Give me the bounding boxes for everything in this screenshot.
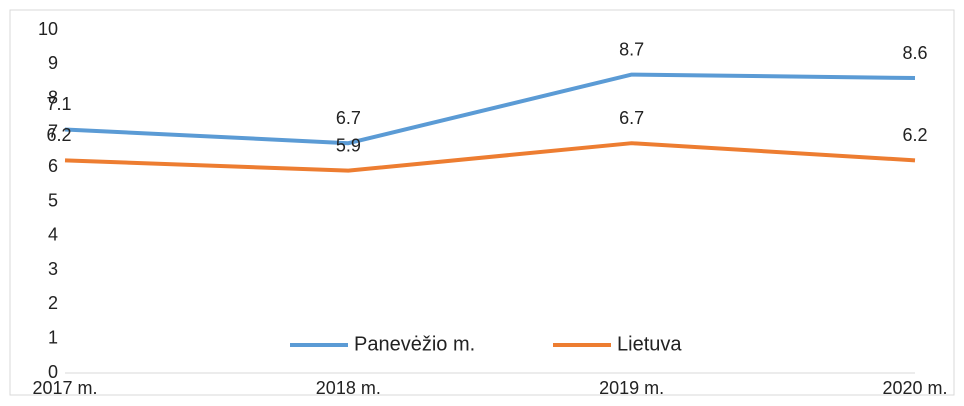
data-label: 6.7 [336,108,361,128]
y-tick-label: 5 [48,190,58,210]
data-label: 5.9 [336,135,361,155]
x-tick-label: 2018 m. [316,378,381,398]
data-label: 6.2 [902,125,927,145]
y-tick-label: 1 [48,327,58,347]
legend-label: Lietuva [617,333,682,355]
y-tick-label: 10 [38,19,58,39]
y-tick-label: 7 [48,122,58,142]
y-tick-label: 4 [48,225,58,245]
x-tick-label: 2020 m. [882,378,947,398]
y-tick-label: 2 [48,293,58,313]
chart-frame [9,9,955,396]
y-tick-label: 3 [48,259,58,279]
data-label: 7.1 [46,94,71,114]
series-line [64,72,916,146]
x-tick-label: 2019 m. [599,378,664,398]
y-tick-label: 0 [48,362,58,382]
data-label: 8.7 [619,39,644,59]
x-tick-label: 2017 m. [32,378,97,398]
series-line [64,141,916,173]
legend-label: Panevėžio m. [354,333,475,355]
y-tick-label: 6 [48,156,58,176]
data-label: 6.2 [46,125,71,145]
y-tick-label: 9 [48,53,58,73]
data-label: 8.6 [902,43,927,63]
data-label: 6.7 [619,108,644,128]
y-tick-label: 8 [48,87,58,107]
